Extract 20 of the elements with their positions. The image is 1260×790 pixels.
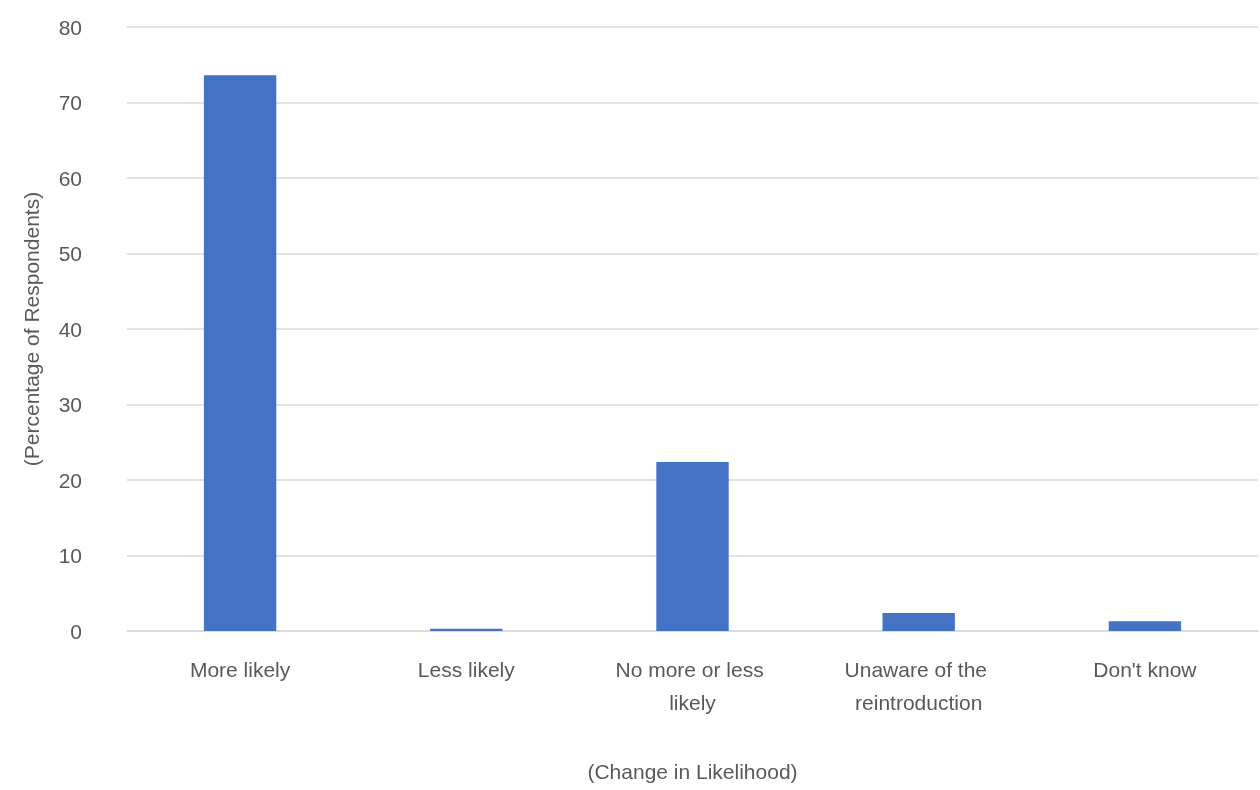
y-tick-label: 60: [58, 166, 82, 190]
y-tick-label: 80: [58, 15, 82, 39]
y-tick-label: 40: [58, 317, 82, 341]
x-axis-title: (Change in Likelihood): [587, 760, 798, 783]
y-tick-label: 20: [58, 468, 82, 492]
y-tick-label: 30: [58, 393, 82, 416]
y-tick-label: 50: [58, 242, 82, 265]
y-axis-title: (Percentage of Respondents): [20, 191, 43, 467]
y-tick-label: 0: [70, 619, 82, 643]
x-tick-label: Less likely: [417, 658, 516, 681]
y-tick-label: 70: [58, 91, 82, 114]
x-tick-label: More likely: [189, 658, 291, 681]
x-tick-label: No more or less likely: [615, 658, 770, 714]
x-tick-label: Don't know: [1093, 658, 1198, 681]
y-tick-label: 10: [58, 544, 82, 567]
bar: [656, 461, 729, 631]
bar: [203, 75, 277, 631]
x-tick-label: Unaware of the reintroduction: [844, 658, 993, 714]
bar: [882, 612, 955, 631]
bar: [1108, 621, 1182, 631]
